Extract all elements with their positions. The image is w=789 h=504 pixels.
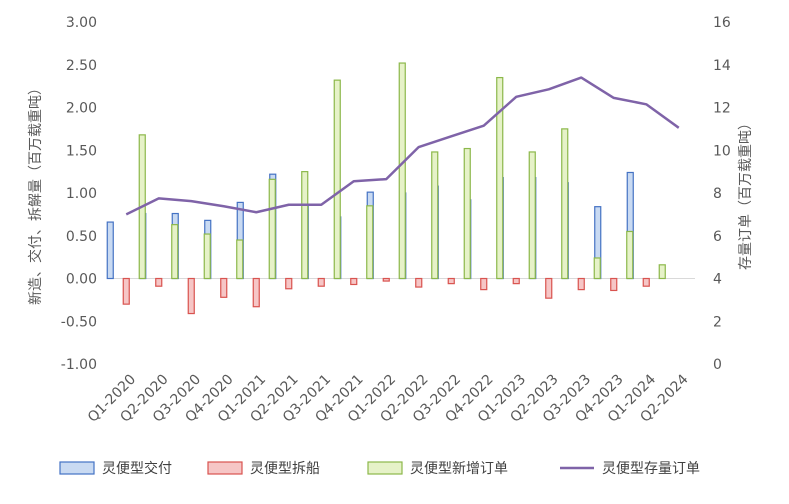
bar-new-order <box>172 225 178 279</box>
bar-scrapping <box>286 279 292 289</box>
bar-new-order <box>399 63 405 278</box>
bar-scrapping <box>221 279 227 298</box>
bar-new-order <box>529 152 535 279</box>
legend-item: 灵便型交付 <box>60 460 172 477</box>
bar-new-order <box>237 240 243 278</box>
y-left-tick-label: -1.00 <box>61 357 97 373</box>
bar-new-order <box>497 78 503 279</box>
bar-scrapping <box>578 279 584 290</box>
bar-new-order <box>464 149 470 279</box>
legend-label: 灵便型拆船 <box>250 461 320 477</box>
y-left-tick-label: 1.00 <box>66 186 97 202</box>
y-right-axis-title: 存量订单（百万载重吨） <box>738 116 754 270</box>
y-right-tick-label: 4 <box>713 272 722 288</box>
y-right-tick-label: 16 <box>713 15 731 31</box>
y-right-tick-label: 10 <box>713 143 731 159</box>
bar-scrapping <box>481 279 487 290</box>
bar-scrapping <box>123 279 129 305</box>
y-left-tick-label: 0.50 <box>66 229 97 245</box>
legend-item: 灵便型拆船 <box>208 461 320 477</box>
legend-item: 灵便型新增订单 <box>368 461 508 477</box>
bar-scrapping <box>188 279 194 314</box>
legend-swatch <box>368 462 402 474</box>
legend-label: 灵便型新增订单 <box>410 461 508 477</box>
bar-new-order <box>302 172 308 279</box>
bar-new-order <box>269 179 275 278</box>
bar-delivery <box>107 222 113 278</box>
bar-scrapping <box>611 279 617 291</box>
legend-item: 灵便型存量订单 <box>560 461 700 477</box>
y-right-tick-label: 6 <box>713 229 722 245</box>
legend-label: 灵便型存量订单 <box>602 461 700 477</box>
bar-new-order <box>594 258 600 279</box>
y-right-tick-label: 12 <box>713 101 731 117</box>
bar-scrapping <box>513 279 519 284</box>
bar-new-order <box>334 80 340 278</box>
bar-new-order <box>562 129 568 279</box>
bar-scrapping <box>156 279 162 287</box>
y-right-tick-label: 0 <box>713 357 722 373</box>
y-left-tick-label: 3.00 <box>66 15 97 31</box>
bar-scrapping <box>351 279 357 285</box>
y-left-tick-label: 0.00 <box>66 272 97 288</box>
legend-swatch <box>208 462 242 474</box>
y-left-axis-title: 新造、交付、拆解量（百万载重吨） <box>27 81 44 305</box>
bar-new-order <box>367 206 373 279</box>
bar-scrapping <box>546 279 552 299</box>
bar-new-order <box>627 231 633 278</box>
bar-scrapping <box>383 279 389 282</box>
bar-scrapping <box>448 279 454 284</box>
y-left-tick-label: 2.50 <box>66 58 97 74</box>
bar-scrapping <box>643 279 649 287</box>
labels-layer: -1.00 -0.50 0.00 0.50 1.00 1.50 2.00 2.50 3.00 0 2… <box>27 15 754 426</box>
bar-scrapping <box>318 279 324 287</box>
y-left-tick-label: 1.50 <box>66 143 97 159</box>
bars-layer <box>107 63 665 314</box>
bar-new-order <box>204 234 210 278</box>
y-right-tick-label: 2 <box>713 314 722 330</box>
legend-label: 灵便型交付 <box>102 460 172 477</box>
y-left-tick-label: 2.00 <box>66 101 97 117</box>
bar-new-order <box>432 152 438 279</box>
bar-scrapping <box>253 279 259 307</box>
bar-new-order <box>659 265 665 279</box>
y-left-tick-label: -0.50 <box>61 314 97 330</box>
legend-swatch <box>60 462 94 474</box>
y-right-tick-label: 8 <box>713 186 722 202</box>
legend: 灵便型交付 灵便型拆船 灵便型新增订单 灵便型存量订单 <box>60 460 700 477</box>
y-right-tick-label: 14 <box>713 58 731 74</box>
bar-scrapping <box>416 279 422 288</box>
